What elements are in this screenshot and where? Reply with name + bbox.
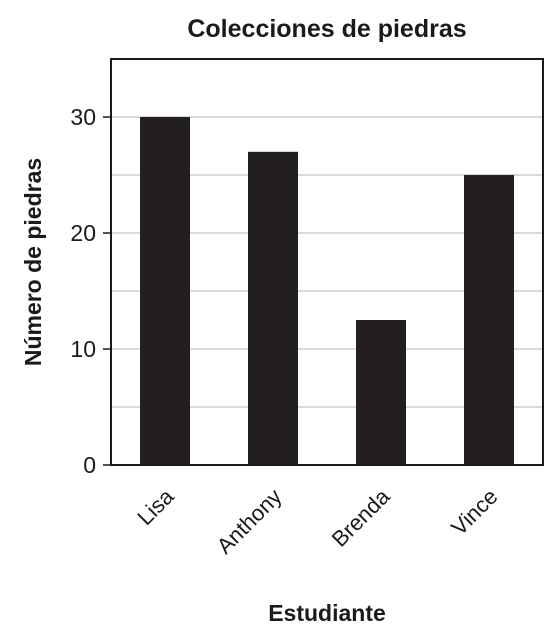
x-tick-label: Lisa (132, 483, 179, 530)
x-axis-labels: Lisa Anthony Brenda Vince (132, 483, 502, 558)
bar-anthony (248, 151, 298, 466)
x-tick-label: Anthony (212, 484, 287, 559)
y-tick-label: 20 (70, 220, 96, 246)
chart-title: Colecciones de piedras (187, 15, 466, 43)
y-axis-ticks: 0 10 20 30 (70, 104, 111, 478)
y-tick-label: 0 (83, 452, 96, 478)
x-axis-label: Estudiante (268, 600, 386, 626)
x-tick-label: Vince (446, 484, 502, 540)
y-tick-label: 10 (70, 336, 96, 362)
plot-frame (110, 58, 544, 466)
y-tick-label: 30 (70, 104, 96, 130)
bar-brenda (356, 320, 406, 465)
y-axis-label: Número de piedras (20, 158, 46, 366)
bar-vince (464, 175, 514, 465)
bar-lisa (140, 117, 190, 465)
x-tick-label: Brenda (327, 483, 395, 551)
bars (140, 117, 514, 466)
